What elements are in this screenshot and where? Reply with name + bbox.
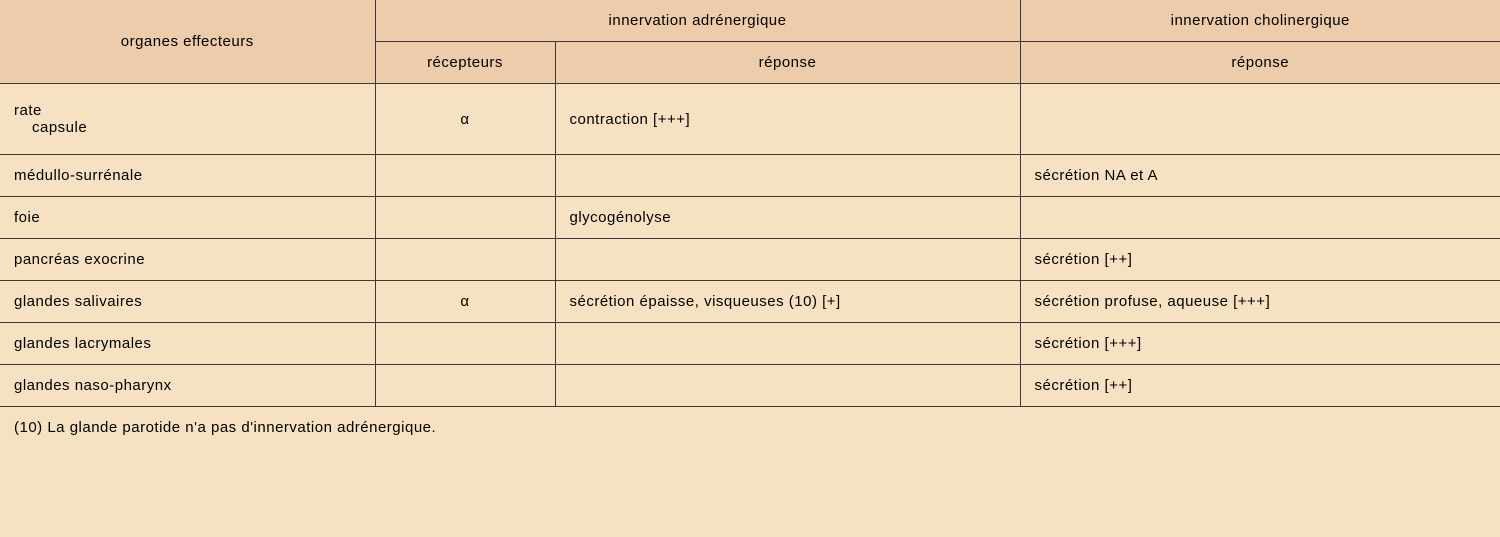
table-row: glandes lacrymales sécrétion [+++] (0, 323, 1500, 365)
table-row: pancréas exocrine sécrétion [++] (0, 239, 1500, 281)
cell-organe: glandes naso-pharynx (0, 365, 375, 407)
organe-line-1: rate (14, 102, 42, 119)
cell-reponse-chol: sécrétion [++] (1020, 239, 1500, 281)
cell-recepteurs: α (375, 84, 555, 155)
cell-reponse-adren (555, 323, 1020, 365)
table-row: foie glycogénolyse (0, 197, 1500, 239)
cell-recepteurs (375, 365, 555, 407)
cell-reponse-adren (555, 239, 1020, 281)
table-row: rate capsule α contraction [+++] (0, 84, 1500, 155)
cell-organe: rate capsule (0, 84, 375, 155)
organe-line-2: capsule (14, 119, 361, 136)
cell-reponse-adren (555, 155, 1020, 197)
header-reponse-chol: réponse (1020, 42, 1500, 84)
cell-recepteurs (375, 239, 555, 281)
innervation-table: organes effecteurs innervation adrénergi… (0, 0, 1500, 448)
table-row: médullo-surrénale sécrétion NA et A (0, 155, 1500, 197)
cell-reponse-adren: glycogénolyse (555, 197, 1020, 239)
cell-organe: glandes lacrymales (0, 323, 375, 365)
header-reponse-adren: réponse (555, 42, 1020, 84)
footnote-row: (10) La glande parotide n'a pas d'innerv… (0, 407, 1500, 449)
table-row: glandes salivaires α sécrétion épaisse, … (0, 281, 1500, 323)
cell-reponse-chol: sécrétion [+++] (1020, 323, 1500, 365)
cell-organe: médullo-surrénale (0, 155, 375, 197)
cell-recepteurs (375, 323, 555, 365)
cell-reponse-adren: sécrétion épaisse, visqueuses (10) [+] (555, 281, 1020, 323)
cell-organe: pancréas exocrine (0, 239, 375, 281)
cell-reponse-chol: sécrétion profuse, aqueuse [+++] (1020, 281, 1500, 323)
cell-reponse-adren (555, 365, 1020, 407)
cell-organe: glandes salivaires (0, 281, 375, 323)
header-cholinergique: innervation cholinergique (1020, 0, 1500, 42)
cell-reponse-chol (1020, 197, 1500, 239)
footnote-text: (10) La glande parotide n'a pas d'innerv… (0, 407, 1500, 449)
header-organes: organes effecteurs (0, 0, 375, 84)
cell-reponse-chol: sécrétion NA et A (1020, 155, 1500, 197)
cell-reponse-chol (1020, 84, 1500, 155)
header-recepteurs: récepteurs (375, 42, 555, 84)
cell-reponse-chol: sécrétion [++] (1020, 365, 1500, 407)
cell-recepteurs (375, 155, 555, 197)
cell-reponse-adren: contraction [+++] (555, 84, 1020, 155)
table-header-row-1: organes effecteurs innervation adrénergi… (0, 0, 1500, 42)
cell-recepteurs: α (375, 281, 555, 323)
cell-recepteurs (375, 197, 555, 239)
table-row: glandes naso-pharynx sécrétion [++] (0, 365, 1500, 407)
header-adrenergique: innervation adrénergique (375, 0, 1020, 42)
cell-organe: foie (0, 197, 375, 239)
